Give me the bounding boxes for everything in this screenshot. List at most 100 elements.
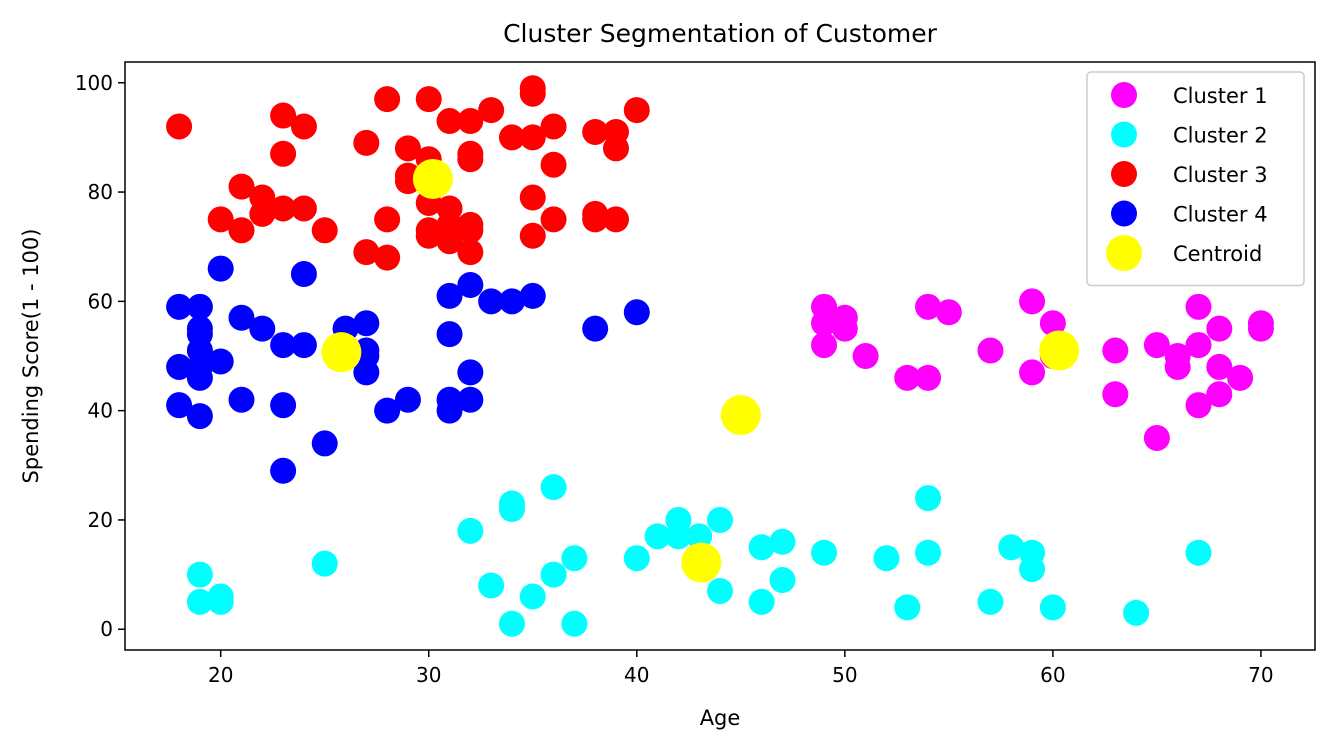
plot-area-frame	[124, 61, 1316, 651]
y-tick-label: 0	[100, 617, 113, 641]
data-point	[186, 561, 213, 588]
data-point	[498, 610, 525, 637]
data-point	[270, 332, 297, 359]
data-point	[1164, 353, 1191, 380]
y-tick-label: 40	[88, 399, 113, 423]
data-point	[1227, 364, 1254, 391]
data-point	[602, 206, 629, 233]
data-point	[811, 310, 838, 337]
x-tick-label: 60	[1040, 663, 1065, 687]
data-point	[374, 397, 401, 424]
data-point	[228, 173, 255, 200]
x-tick-label: 20	[208, 663, 233, 687]
data-point	[311, 550, 338, 577]
data-point	[1143, 332, 1170, 359]
data-point	[353, 359, 380, 386]
y-axis-label: Spending Score(1 - 100)	[19, 229, 43, 484]
data-point	[270, 392, 297, 419]
series-2	[186, 474, 1212, 637]
data-point	[457, 517, 484, 544]
data-point	[207, 206, 234, 233]
y-tick-label: 60	[88, 289, 113, 313]
data-point	[915, 485, 942, 512]
plot-points	[166, 75, 1274, 637]
data-point	[457, 146, 484, 173]
centroid-point	[321, 332, 362, 373]
centroid-point	[1039, 330, 1080, 371]
data-point	[290, 113, 317, 140]
data-point	[519, 222, 546, 249]
data-point	[582, 206, 609, 233]
data-point	[540, 151, 567, 178]
data-point	[249, 315, 276, 342]
data-point	[353, 129, 380, 156]
data-point	[1247, 315, 1274, 342]
data-point	[436, 397, 463, 424]
data-point	[1185, 392, 1212, 419]
data-point	[915, 539, 942, 566]
data-point	[436, 228, 463, 255]
x-tick-label: 50	[832, 663, 857, 687]
legend-marker	[1111, 200, 1137, 227]
data-point	[1206, 353, 1233, 380]
data-point	[436, 108, 463, 135]
data-point	[977, 337, 1004, 364]
legend-label: Cluster 4	[1173, 203, 1268, 227]
data-point	[478, 572, 505, 599]
data-point	[644, 523, 671, 550]
legend-label: Cluster 2	[1173, 124, 1268, 148]
data-point	[1143, 424, 1170, 451]
data-point	[457, 239, 484, 266]
data-point	[207, 255, 234, 282]
x-axis-label: Age	[700, 706, 741, 730]
legend-marker	[1111, 121, 1137, 148]
data-point	[207, 588, 234, 615]
data-point	[665, 523, 692, 550]
data-point	[498, 288, 525, 315]
data-point	[769, 567, 796, 594]
x-axis-ticks: 20 30 40 50 60 70	[208, 650, 1274, 687]
x-tick-label: 30	[416, 663, 441, 687]
data-point	[166, 293, 193, 320]
data-point	[207, 348, 234, 375]
data-point	[290, 332, 317, 359]
data-point	[623, 97, 650, 124]
data-point	[1102, 381, 1129, 408]
data-point	[1206, 315, 1233, 342]
data-point	[228, 304, 255, 331]
data-point	[166, 353, 193, 380]
data-point	[186, 588, 213, 615]
data-point	[915, 293, 942, 320]
data-point	[457, 217, 484, 244]
data-point	[540, 113, 567, 140]
data-point	[498, 124, 525, 151]
data-point	[311, 430, 338, 457]
data-point	[811, 539, 838, 566]
data-point	[1185, 539, 1212, 566]
data-point	[519, 80, 546, 107]
legend-marker	[1111, 161, 1137, 187]
data-point	[290, 195, 317, 222]
data-point	[186, 293, 213, 320]
legend-label: Cluster 3	[1173, 163, 1268, 187]
data-point	[1039, 594, 1066, 621]
data-point	[935, 299, 962, 326]
data-point	[852, 343, 879, 369]
x-tick-label: 70	[1248, 663, 1273, 687]
data-point	[1123, 599, 1150, 626]
data-point	[270, 195, 297, 222]
data-point	[707, 577, 733, 604]
data-point	[457, 271, 484, 298]
data-point	[457, 359, 484, 386]
data-point	[748, 534, 775, 561]
data-point	[519, 184, 546, 211]
data-point	[394, 386, 421, 413]
data-point	[290, 261, 317, 288]
data-point	[831, 315, 858, 342]
data-point	[769, 528, 796, 555]
data-point	[540, 474, 567, 501]
data-point	[540, 206, 567, 233]
data-point	[353, 239, 380, 266]
data-point	[519, 124, 546, 151]
data-point	[415, 86, 442, 113]
